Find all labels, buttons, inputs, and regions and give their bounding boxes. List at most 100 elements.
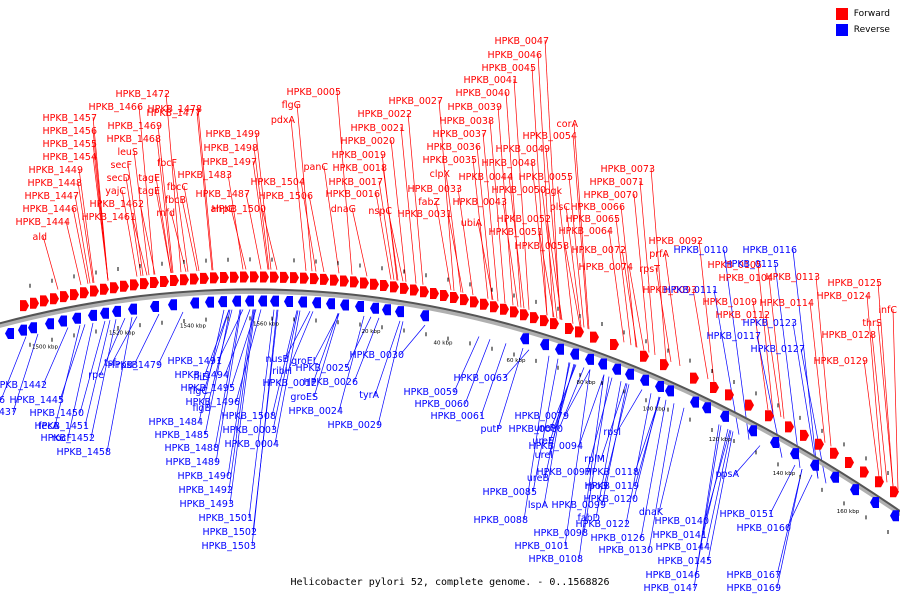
reverse-gene-label: HPKB_1437 — [0, 407, 17, 418]
scale-label: 1560 kbp — [253, 322, 279, 328]
reverse-gene-label: HPKB_0146 — [645, 570, 700, 581]
reverse-leader-line — [84, 320, 111, 427]
reverse-gene-label: HPKB_0118 — [584, 467, 639, 478]
forward-leader-line — [892, 308, 899, 490]
forward-gene-label: HPKB_0046 — [487, 50, 542, 61]
forward-gene-label: HPKB_1477 — [146, 108, 201, 119]
forward-gene-label: HPKB_1461 — [81, 212, 136, 223]
reverse-gene-label: HPKB_0061 — [430, 411, 485, 422]
forward-gene-label: HPKB_1472 — [115, 89, 170, 100]
scale-ticks: 1500 kbp 1520 kbp 1540 kbp 1560 kbp 20 kbp 40… — [29, 257, 889, 534]
forward-gene-label: HPKB_0124 — [816, 291, 871, 302]
forward-gene-label: HPKB_0129 — [813, 356, 868, 367]
forward-gene-label: dnaG — [331, 204, 356, 215]
reverse-gene-label: HPKB_1445 — [9, 395, 64, 406]
reverse-gene-label: tsf — [104, 358, 117, 369]
legend-forward-label: Forward — [853, 9, 890, 19]
forward-feature-28 — [300, 272, 309, 284]
forward-gene-label: HPKB_1454 — [42, 152, 97, 163]
forward-leader-line — [502, 200, 519, 307]
reverse-feature-1 — [18, 324, 27, 336]
reverse-leader-line — [734, 445, 761, 475]
reverse-gene-label: HPKB_0111 — [663, 285, 718, 296]
reverse-gene-label: HPKB_0130 — [598, 545, 653, 556]
forward-gene-label: HPKB_1504 — [250, 177, 305, 188]
reverse-gene-label: rpsB — [117, 360, 138, 371]
forward-leader-line — [296, 103, 313, 272]
forward-gene-label: HPKB_1478 — [147, 104, 202, 115]
forward-gene-label: HPKB_0071 — [589, 177, 644, 188]
reverse-leader-line — [564, 369, 591, 417]
forward-leader-line — [564, 244, 581, 327]
forward-feature-69 — [845, 457, 854, 469]
forward-gene-label: pgk — [544, 186, 562, 197]
reverse-leader-line — [59, 324, 86, 401]
forward-feature-66 — [800, 429, 809, 441]
forward-leader-line — [476, 145, 493, 300]
forward-feature-37 — [390, 281, 399, 293]
scale-label: 80 kbp — [577, 380, 596, 386]
reverse-leader-line — [377, 321, 404, 426]
forward-feature-67 — [815, 438, 824, 450]
forward-gene-label: HPKB_0105 — [707, 260, 762, 271]
forward-gene-label: prfA — [649, 249, 669, 260]
reverse-gene-label: HPKB_0004 — [224, 439, 279, 450]
reverse-leader-line — [658, 407, 685, 513]
forward-gene-label: nspC — [368, 206, 392, 217]
reverse-feature-0 — [5, 327, 14, 339]
reverse-feature-40 — [690, 396, 699, 408]
forward-gene-label: HPKB_0112 — [715, 310, 770, 321]
reverse-leader-line — [79, 320, 106, 414]
reverse-gene-label: HPKB_0115 — [724, 259, 779, 270]
reverse-leader-line — [399, 324, 426, 356]
reverse-leader-line — [198, 309, 225, 423]
forward-gene-label: panC — [303, 162, 328, 173]
forward-feature-36 — [380, 279, 389, 291]
forward-leader-line — [336, 90, 353, 275]
forward-leader-line — [42, 235, 59, 290]
forward-feature-9 — [110, 282, 119, 294]
reverse-leader-line — [54, 325, 81, 427]
reverse-leader-line — [12, 333, 39, 413]
reverse-leader-line — [769, 464, 796, 515]
forward-leader-line — [323, 165, 340, 274]
forward-gene-label: HPKB_1462 — [89, 199, 144, 210]
reverse-gene-label: HPKB_0094 — [528, 441, 583, 452]
forward-leader-line — [628, 265, 645, 351]
forward-gene-label: HPKB_0113 — [765, 272, 820, 283]
forward-gene-label: fbcF — [157, 158, 177, 169]
reverse-feature-42 — [720, 410, 729, 422]
reverse-feature-43 — [748, 425, 757, 437]
forward-feature-8 — [100, 283, 109, 295]
forward-gene-label: HPKB_1487 — [195, 189, 250, 200]
forward-leader-line — [196, 111, 213, 271]
forward-gene-label: HPKB_0038 — [439, 116, 494, 127]
reverse-leader-line — [625, 393, 652, 525]
forward-gene-label: ahpC — [210, 204, 235, 215]
forward-leader-line — [457, 187, 474, 296]
forward-gene-label: ubiA — [461, 218, 483, 229]
reverse-leader-line — [707, 431, 734, 562]
reverse-gene-label: HPKB_1502 — [202, 527, 257, 538]
reverse-gene-label: rplM — [584, 454, 605, 465]
forward-leader-line — [537, 53, 554, 318]
forward-gene-label: HPKB_0070 — [583, 190, 638, 201]
forward-leader-line — [513, 78, 530, 310]
forward-feature-26 — [280, 271, 289, 283]
forward-gene-label: tagE — [138, 186, 160, 197]
forward-leader-line — [92, 116, 109, 281]
reverse-leader-line — [0, 336, 27, 401]
forward-gene-label: HPKB_0128 — [821, 330, 876, 341]
genome-caption: Helicobacter pylori 52, complete genome.… — [290, 577, 610, 588]
forward-feature-18 — [200, 272, 209, 284]
forward-gene-label: HPKB_1499 — [205, 129, 260, 140]
forward-gene-label: HPKB_0109 — [702, 297, 757, 308]
reverse-leader-line — [776, 468, 803, 576]
reverse-leader-line — [67, 322, 94, 439]
reverse-leader-line — [133, 313, 160, 366]
forward-gene-label: thrS — [862, 318, 882, 329]
forward-leader-line — [508, 175, 525, 309]
reverse-leader-line — [229, 309, 256, 505]
reverse-feature-10 — [150, 301, 159, 313]
reverse-gene-label: HPKB_0122 — [575, 519, 630, 530]
